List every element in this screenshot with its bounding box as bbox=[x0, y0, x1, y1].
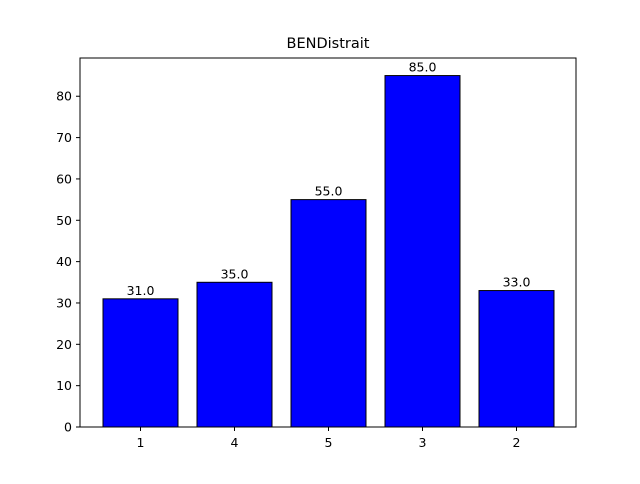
data-label-3: 85.0 bbox=[409, 60, 437, 75]
y-tick-label-20: 20 bbox=[56, 337, 72, 352]
data-label-2: 33.0 bbox=[503, 275, 531, 290]
data-label-5: 55.0 bbox=[315, 184, 343, 199]
y-tick-label-80: 80 bbox=[56, 89, 72, 104]
x-tick-label-1: 1 bbox=[137, 435, 145, 450]
data-label-1: 31.0 bbox=[127, 283, 155, 298]
y-tick-label-40: 40 bbox=[56, 254, 72, 269]
y-axis: 0 10 20 30 40 50 60 70 80 bbox=[56, 89, 80, 435]
bar-3 bbox=[384, 75, 461, 428]
y-tick-label-50: 50 bbox=[56, 213, 72, 228]
y-tick-label-30: 30 bbox=[56, 295, 72, 310]
x-tick-label-5: 5 bbox=[325, 435, 333, 450]
data-label-4: 35.0 bbox=[221, 266, 249, 281]
x-tick-label-3: 3 bbox=[419, 435, 427, 450]
y-tick-label-0: 0 bbox=[64, 420, 72, 435]
x-tick-label-2: 2 bbox=[513, 435, 521, 450]
bar-1 bbox=[102, 298, 179, 428]
chart-title: BENDistrait bbox=[287, 36, 370, 52]
bar-4 bbox=[196, 281, 273, 428]
y-tick-label-70: 70 bbox=[56, 130, 72, 145]
bars-layer bbox=[102, 75, 555, 428]
bar-5 bbox=[290, 199, 367, 428]
bar-2 bbox=[478, 290, 555, 428]
x-axis: 1 4 5 3 2 bbox=[137, 427, 521, 450]
y-tick-label-60: 60 bbox=[56, 171, 72, 186]
x-tick-label-4: 4 bbox=[231, 435, 239, 450]
plot-frame bbox=[79, 57, 577, 428]
y-tick-label-10: 10 bbox=[56, 378, 72, 393]
data-labels-layer: 31.0 35.0 55.0 85.0 33.0 bbox=[127, 60, 531, 298]
